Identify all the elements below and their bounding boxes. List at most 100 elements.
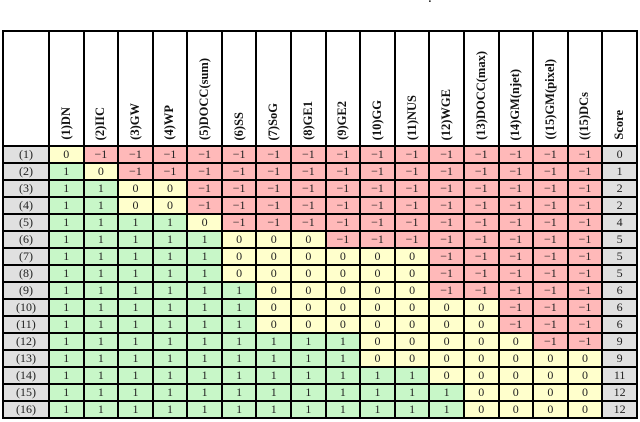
column-header-label: (10)GG [369,99,384,140]
matrix-cell: −1 [462,179,500,198]
cropped-caption-fragment: . [428,0,432,7]
matrix-cell: −1 [220,213,258,232]
matrix-cell: −1 [359,145,396,164]
matrix-cell: −1 [359,196,396,215]
matrix-cell: −1 [117,162,154,181]
matrix-cell: 0 [255,264,293,283]
matrix-cell: 0 [186,213,223,232]
table-row: (16) 1 1 1 1 1 1 1 1 1 1 1 1 0 0 0 0 12 [2,400,638,419]
matrix-cell: −1 [359,213,396,232]
matrix-cell: 1 [220,332,258,351]
matrix-cell: 1 [117,366,154,385]
matrix-cell: 1 [82,247,120,266]
matrix-cell: −1 [428,145,465,164]
column-header: (14)GM(njet) [497,30,535,147]
matrix-cell: −1 [290,213,327,232]
matrix-cell: 1 [151,213,189,232]
matrix-cell: 1 [359,366,396,385]
matrix-cell: −1 [462,281,500,300]
matrix-cell: −1 [324,213,362,232]
matrix-cell: −1 [324,196,362,215]
matrix-cell: −1 [566,315,604,334]
score-cell: 12 [601,400,638,419]
matrix-cell: 0 [324,315,362,334]
matrix-cell: −1 [532,230,569,249]
matrix-cell: 0 [566,383,604,402]
column-header: ((15)DCs [566,30,604,147]
matrix-cell: −1 [532,196,569,215]
matrix-cell: 1 [117,315,154,334]
column-header-label: (11)NUS [404,94,419,140]
matrix-cell: −1 [186,145,223,164]
matrix-cell: 0 [290,315,327,334]
matrix-cell: 0 [255,247,293,266]
row-label: (11) [2,315,50,334]
matrix-cell: −1 [497,162,535,181]
matrix-cell: 1 [186,332,223,351]
matrix-cell: 0 [393,247,431,266]
matrix-cell: −1 [532,179,569,198]
matrix-cell: 0 [393,298,431,317]
matrix-cell: 0 [428,332,465,351]
matrix-cell: 1 [117,400,154,419]
row-label: (4) [2,196,50,215]
matrix-cell: −1 [566,230,604,249]
table-row: (11) 1 1 1 1 1 1 0 0 0 0 0 0 0 −1 −1 −1 6 [2,315,638,334]
matrix-cell: 0 [462,349,500,368]
matrix-cell: 1 [151,400,189,419]
row-label: (13) [2,349,50,368]
matrix-cell: −1 [497,230,535,249]
header-row: (1)DN (2)IIC (3)GW (4)WP (5)DOCC(sum) (6)SS (7… [2,30,638,147]
matrix-cell: −1 [566,264,604,283]
matrix-cell: −1 [497,196,535,215]
matrix-cell: 0 [393,349,431,368]
column-header-label: Score [612,110,627,140]
matrix-cell: 0 [324,281,362,300]
matrix-cell: −1 [462,230,500,249]
score-cell: 11 [601,366,638,385]
matrix-cell: 0 [324,247,362,266]
matrix-cell: 1 [82,332,120,351]
matrix-cell: −1 [82,145,120,164]
matrix-cell: 1 [393,366,431,385]
matrix-cell: −1 [393,196,431,215]
table-row: (6) 1 1 1 1 1 0 0 0 −1 −1 −1 −1 −1 −1 −1 −1 5 [2,230,638,249]
score-cell: 5 [601,247,638,266]
matrix-cell: −1 [497,298,535,317]
matrix-cell: 1 [48,162,85,181]
matrix-cell: 0 [324,264,362,283]
matrix-cell: 0 [393,332,431,351]
matrix-cell: 0 [324,298,362,317]
matrix-cell: 1 [186,383,223,402]
matrix-cell: −1 [255,213,293,232]
matrix-cell: 1 [255,349,293,368]
table-row: (10) 1 1 1 1 1 1 0 0 0 0 0 0 0 −1 −1 −1 6 [2,298,638,317]
matrix-cell: −1 [428,247,465,266]
matrix-cell: 0 [393,264,431,283]
matrix-cell: 1 [151,332,189,351]
matrix-cell: −1 [186,196,223,215]
matrix-cell: 0 [117,179,154,198]
matrix-cell: −1 [462,213,500,232]
column-header-label: (6)SS [231,111,246,140]
row-label: (16) [2,400,50,419]
matrix-cell: −1 [428,264,465,283]
matrix-cell: −1 [497,213,535,232]
column-header: (12)WGE [428,30,465,147]
matrix-cell: 0 [359,315,396,334]
matrix-cell: 1 [324,332,362,351]
matrix-cell: 1 [186,400,223,419]
matrix-cell: −1 [566,179,604,198]
matrix-cell: 1 [48,213,85,232]
column-header-label: (5)DOCC(sum) [197,58,212,140]
row-label: (9) [2,281,50,300]
matrix-cell: −1 [566,196,604,215]
matrix-cell: −1 [566,213,604,232]
column-header: (11)NUS [393,30,431,147]
matrix-cell: 1 [151,264,189,283]
matrix-cell: 0 [462,400,500,419]
matrix-cell: −1 [220,179,258,198]
matrix-cell: 0 [566,349,604,368]
matrix-cell: 0 [497,332,535,351]
matrix-cell: −1 [532,332,569,351]
